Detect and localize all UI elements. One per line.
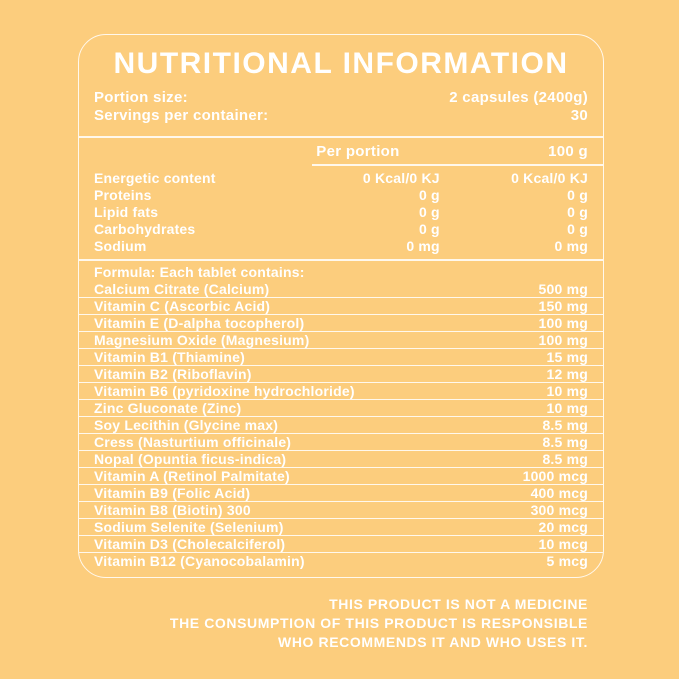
nutrient-per-portion-value: 0 mg (406, 238, 440, 254)
formula-row: Vitamin B2 (Riboflavin) 12 mg (79, 366, 603, 383)
ingredient-amount: 500 mg (538, 281, 588, 297)
formula-row: Vitamin B8 (Biotin) 300 300 mcg (79, 502, 603, 519)
ingredient-amount: 20 mcg (538, 519, 588, 535)
portion-summary: Portion size: 2 capsules (2400g) Servings … (79, 89, 603, 125)
summary-label: Portion size: (94, 89, 188, 106)
formula-row: Nopal (Opuntia ficus-indica) 8.5 mg (79, 451, 603, 468)
nutrient-per-100g-value: 0 g (567, 221, 588, 237)
nutrient-per-portion-value: 0 g (418, 221, 440, 237)
nutrient-per-100g-value: 0 g (567, 204, 588, 220)
nutrient-per-portion-value: 0 g (418, 204, 440, 220)
divider-nutrients-bottom (79, 259, 603, 261)
nutrient-per-portion-value: 0 g (418, 187, 440, 203)
column-header-per-portion: Per portion (316, 143, 400, 160)
ingredient-label: Nopal (Opuntia ficus-indica) (94, 451, 287, 467)
formula-row: Calcium Citrate (Calcium) 500 mg (79, 281, 603, 298)
summary-label: Servings per container: (94, 107, 269, 124)
ingredient-label: Vitamin D3 (Cholecalciferol) (94, 536, 286, 552)
formula-row: Vitamin A (Retinol Palmitate) 1000 mcg (79, 468, 603, 485)
ingredient-label: Vitamin C (Ascorbic Acid) (94, 298, 271, 314)
nutrient-per-100g-value: 0 Kcal/0 KJ (511, 170, 588, 186)
divider-summary-bottom (79, 136, 603, 138)
nutrient-table-body: Energetic content 0 Kcal/0 KJ 0 Kcal/0 KJ P… (79, 166, 603, 255)
formula-row: Vitamin B6 (pyridoxine hydrochloride) 10 … (79, 383, 603, 400)
formula-row: Sodium Selenite (Selenium) 20 mcg (79, 519, 603, 536)
nutrient-label: Energetic content (94, 170, 216, 186)
ingredient-label: Sodium Selenite (Selenium) (94, 519, 284, 535)
nutrient-row: Sodium 0 mg 0 mg (94, 238, 588, 255)
ingredient-amount: 8.5 mg (542, 417, 588, 433)
formula-row: Zinc Gluconate (Zinc) 10 mg (79, 400, 603, 417)
ingredient-label: Vitamin B2 (Riboflavin) (94, 366, 252, 382)
ingredient-label: Calcium Citrate (Calcium) (94, 281, 270, 297)
nutrient-row: Carbohydrates 0 g 0 g (94, 221, 588, 238)
nutrient-label: Lipid fats (94, 204, 159, 220)
ingredient-amount: 10 mg (546, 400, 588, 416)
label-title: NUTRITIONAL INFORMATION (113, 47, 569, 80)
ingredient-label: Soy Lecithin (Glycine max) (94, 417, 279, 433)
nutrient-label: Proteins (94, 187, 152, 203)
ingredient-amount: 10 mcg (538, 536, 588, 552)
ingredient-label: Zinc Gluconate (Zinc) (94, 400, 242, 416)
ingredient-amount: 15 mg (546, 349, 588, 365)
ingredient-label: Vitamin A (Retinol Palmitate) (94, 468, 290, 484)
ingredient-label: Vitamin B6 (pyridoxine hydrochloride) (94, 383, 355, 399)
nutrient-row: Lipid fats 0 g 0 g (94, 204, 588, 221)
ingredient-amount: 12 mg (546, 366, 588, 382)
nutrient-row: Energetic content 0 Kcal/0 KJ 0 Kcal/0 KJ (94, 170, 588, 187)
ingredient-amount: 400 mcg (530, 485, 588, 501)
nutrient-label: Carbohydrates (94, 221, 196, 237)
ingredient-amount: 150 mg (538, 298, 588, 314)
nutrient-per-100g-value: 0 g (567, 187, 588, 203)
summary-row: Servings per container: 30 (94, 107, 588, 125)
nutrition-label-box: NUTRITIONAL INFORMATION Portion size: 2 c… (78, 34, 604, 578)
ingredient-label: Vitamin E (D-alpha tocopherol) (94, 315, 305, 331)
formula-list: Calcium Citrate (Calcium) 500 mg Vitamin C… (79, 281, 603, 569)
ingredient-amount: 8.5 mg (542, 434, 588, 450)
nutrient-header-spacer (94, 143, 316, 160)
ingredient-amount: 100 mg (538, 315, 588, 331)
ingredient-label: Cress (Nasturtium officinale) (94, 434, 292, 450)
nutrient-row: Proteins 0 g 0 g (94, 187, 588, 204)
formula-row: Magnesium Oxide (Magnesium) 100 mg (79, 332, 603, 349)
ingredient-amount: 100 mg (538, 332, 588, 348)
nutrient-table-header: Per portion 100 g (79, 138, 603, 164)
nutrient-label: Sodium (94, 238, 147, 254)
disclaimer-line: WHO RECOMMENDS IT AND WHO USES IT. (278, 634, 588, 650)
ingredient-amount: 300 mcg (530, 502, 588, 518)
ingredient-amount: 5 mcg (546, 553, 588, 569)
formula-row: Vitamin B1 (Thiamine) 15 mg (79, 349, 603, 366)
formula-heading: Formula: Each tablet contains: (94, 264, 305, 280)
nutrient-per-100g-value: 0 mg (554, 238, 588, 254)
nutrient-per-portion-value: 0 Kcal/0 KJ (362, 170, 440, 186)
ingredient-label: Vitamin B12 (Cyanocobalamin) (94, 553, 305, 569)
ingredient-amount: 10 mg (546, 383, 588, 399)
divider-header-underline (312, 164, 603, 166)
ingredient-amount: 8.5 mg (542, 451, 588, 467)
formula-row: Vitamin D3 (Cholecalciferol) 10 mcg (79, 536, 603, 553)
disclaimer-line: THE CONSUMPTION OF THIS PRODUCT IS RESPO… (169, 615, 588, 631)
disclaimer: THIS PRODUCT IS NOT A MEDICINE THE CONSUM… (78, 595, 604, 652)
summary-row: Portion size: 2 capsules (2400g) (94, 89, 588, 107)
ingredient-label: Vitamin B8 (Biotin) 300 (94, 502, 251, 518)
ingredient-label: Vitamin B9 (Folic Acid) (94, 485, 251, 501)
ingredient-amount: 1000 mcg (522, 468, 588, 484)
column-header-100g: 100 g (548, 143, 588, 160)
formula-row: Vitamin B12 (Cyanocobalamin) 5 mcg (79, 553, 603, 569)
formula-row: Vitamin C (Ascorbic Acid) 150 mg (79, 298, 603, 315)
ingredient-label: Magnesium Oxide (Magnesium) (94, 332, 310, 348)
ingredient-label: Vitamin B1 (Thiamine) (94, 349, 245, 365)
summary-value: 2 capsules (2400g) (449, 89, 588, 106)
formula-row: Soy Lecithin (Glycine max) 8.5 mg (79, 417, 603, 434)
formula-row: Cress (Nasturtium officinale) 8.5 mg (79, 434, 603, 451)
formula-row: Vitamin B9 (Folic Acid) 400 mcg (79, 485, 603, 502)
formula-row: Vitamin E (D-alpha tocopherol) 100 mg (79, 315, 603, 332)
summary-value: 30 (570, 107, 588, 124)
disclaimer-line: THIS PRODUCT IS NOT A MEDICINE (329, 596, 588, 612)
